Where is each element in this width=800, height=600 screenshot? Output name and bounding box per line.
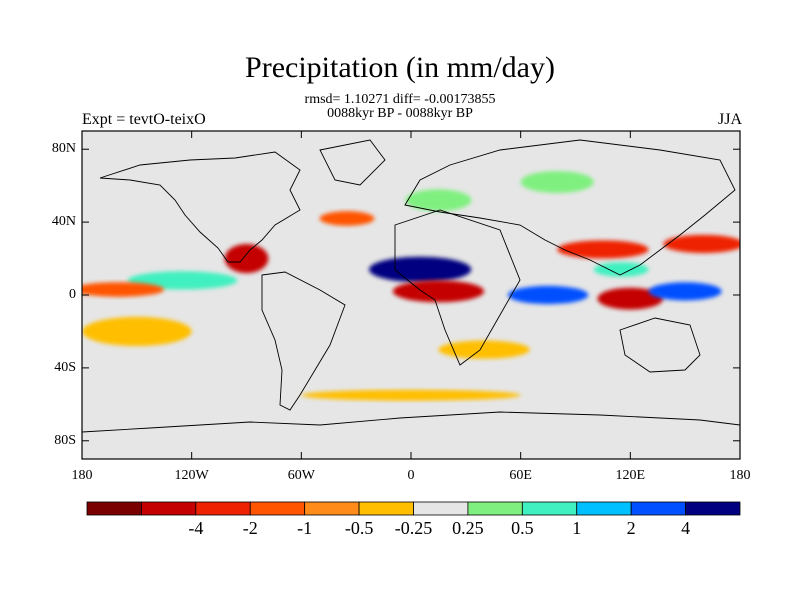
anomaly-europe-wet [405, 189, 472, 212]
lat-tick-label: 0 [69, 287, 76, 302]
coast-north-america [99, 151, 301, 263]
colorbar-label: -0.5 [344, 518, 374, 538]
lon-tick-label: 60W [287, 468, 315, 483]
colorbar [86, 501, 741, 516]
colorbar-swatch [467, 501, 523, 516]
anomaly-east-asia-wet [593, 262, 649, 277]
colorbar-label: -0.25 [394, 518, 433, 538]
coast-australia [619, 317, 701, 373]
colorbar-swatch [685, 501, 741, 516]
anomaly-south-indian-dry [438, 340, 530, 359]
colorbar-label: 0.25 [452, 518, 484, 538]
colorbar-swatch [304, 501, 360, 516]
lon-tick-label: 180 [71, 468, 93, 483]
anomaly-north-pacific-dry [663, 234, 740, 254]
coast-africa [394, 209, 521, 366]
colorbar-swatch [576, 501, 632, 516]
anomaly-eastern-pacific-itcz [127, 271, 238, 290]
colorbar-swatch [358, 501, 414, 516]
coast-south-america [261, 271, 346, 411]
lat-tick-label: 40N [51, 214, 76, 230]
colorbar-label: 0.5 [511, 518, 534, 538]
colorbar-label: 4 [681, 518, 691, 538]
stats-label: rmsd= 1.10271 diff= -0.00173855 [304, 92, 496, 107]
lat-tick-label: 80S [54, 432, 76, 448]
colorbar-swatch [521, 501, 578, 516]
colorbar-swatch [413, 501, 469, 516]
anomaly-southeast-asia-dry [557, 240, 649, 259]
anomaly-north-atlantic-dry [319, 211, 375, 226]
anomaly-central-pacific-dry [82, 282, 165, 297]
coast-eurasia [404, 139, 736, 276]
anomaly-sahel-wet [368, 256, 472, 283]
lon-tick-label: 120W [174, 468, 209, 483]
lat-tick-label: 40S [54, 359, 76, 375]
lon-tick-label: 120E [615, 468, 646, 483]
period-label: 0088kyr BP - 0088kyr BP [327, 106, 473, 121]
anomaly-america-dry [224, 243, 269, 274]
colorbar-swatch [86, 501, 142, 516]
colorbar-label: -4 [188, 518, 204, 538]
colorbar-label: -2 [242, 518, 258, 538]
lon-tick-label: 60E [509, 468, 532, 483]
anomaly-field [82, 171, 740, 401]
anomaly-siberia-wet [520, 171, 594, 193]
colorbar-label: 2 [626, 518, 636, 538]
season-label: JJA [717, 111, 742, 128]
lon-tick-label: 0 [407, 468, 415, 483]
experiment-label: Expt = tevtO-teixO [82, 111, 206, 128]
colorbar-swatch [630, 501, 686, 516]
map-title: Precipitation (in mm/day) [245, 51, 555, 84]
colorbar-swatch [249, 501, 306, 516]
coastlines [82, 139, 740, 433]
colorbar-label: 1 [572, 518, 582, 538]
anomaly-south-pacific-dry [82, 316, 192, 347]
lon-tick-label: 180 [729, 468, 751, 483]
anomaly-indian-ocean-wet [507, 285, 589, 305]
colorbar-swatch [141, 501, 197, 516]
coast-greenland [319, 139, 386, 186]
anomaly-gulf-guinea-dry [392, 280, 485, 303]
colorbar-swatch [195, 501, 251, 516]
lat-tick-label: 80N [51, 141, 76, 157]
anomaly-west-pacific-wet [648, 282, 722, 301]
anomaly-southern-ocean-dry [301, 389, 521, 401]
anomaly-maritime-continent-dry [597, 287, 664, 310]
axis-ticks [81, 131, 741, 459]
coast-antarctica [82, 411, 740, 433]
colorbar-label: -1 [297, 518, 313, 538]
